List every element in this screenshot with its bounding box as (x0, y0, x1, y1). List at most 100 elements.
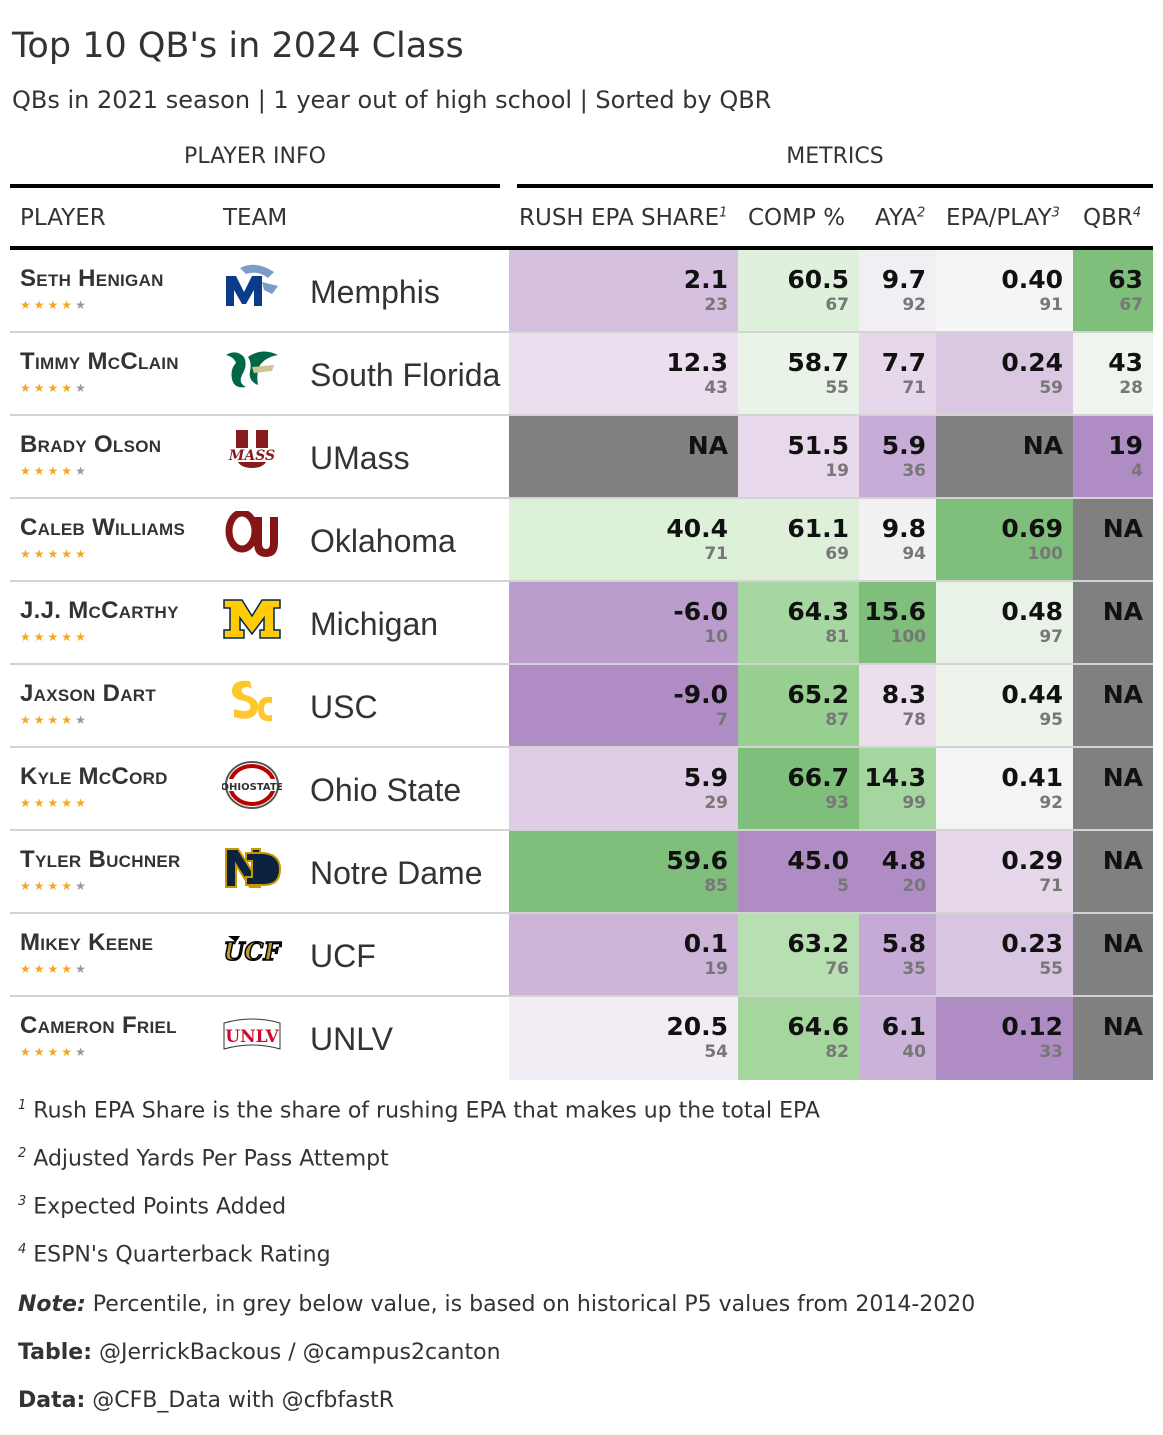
cell-comp: 64.6 82 (738, 997, 859, 1080)
svg-text:UCF: UCF (223, 937, 282, 966)
cell-value: 0.44 (1001, 680, 1063, 709)
footnote-1: 1 Rush EPA Share is the share of rushing… (18, 1098, 820, 1124)
spanner-player-info-rule (10, 184, 500, 188)
cell-epa: 0.29 71 (936, 831, 1073, 914)
star-icon: ★ (75, 547, 89, 561)
cell-percentile: 55 (1039, 959, 1063, 979)
star-icon: ★ (20, 1045, 34, 1059)
row-divider (10, 497, 1153, 499)
cell-value: 9.7 (881, 265, 926, 294)
star-icon: ★ (20, 796, 34, 810)
source-table: Table: @JerrickBackous / @campus2canton (18, 1340, 501, 1365)
cell-percentile: 36 (902, 461, 926, 481)
cell-percentile: 97 (1039, 627, 1063, 647)
star-icon: ★ (47, 796, 62, 810)
cell-percentile: 59 (1039, 378, 1063, 398)
star-icon: ★ (20, 464, 34, 478)
star-icon: ★ (33, 1045, 48, 1059)
table-row: Tyler Buchner ★★★★★ Notre Dame 59.6 85 45.0 5 4… (10, 831, 1153, 914)
cell-epa: 0.44 95 (936, 665, 1073, 748)
cell-qbr: NA (1073, 499, 1153, 582)
star-icon: ★ (75, 298, 89, 312)
star-icon: ★ (75, 630, 89, 644)
team-name: South Florida (310, 357, 501, 393)
star-icon: ★ (20, 962, 34, 976)
star-icon: ★ (33, 879, 48, 893)
cell-value: 12.3 (666, 348, 728, 377)
star-rating: ★★★★★ (20, 713, 89, 727)
cell-percentile: 5 (837, 876, 849, 896)
cell-value: 5.9 (881, 431, 926, 460)
star-icon: ★ (61, 464, 76, 478)
team-name: UCF (310, 938, 376, 974)
cell-comp: 63.2 76 (738, 914, 859, 997)
cell-comp: 51.5 19 (738, 416, 859, 499)
cell-percentile: 67 (1119, 295, 1143, 315)
cell-epa: NA (936, 416, 1073, 499)
cell-value: 6.1 (881, 1012, 926, 1041)
cell-percentile: 43 (704, 378, 728, 398)
cell-aya: 7.7 71 (859, 333, 936, 416)
cell-rush-epa: -9.0 7 (509, 665, 738, 748)
team-name: UNLV (310, 1021, 393, 1057)
cell-value: NA (1102, 1012, 1143, 1041)
cell-epa: 0.24 59 (936, 333, 1073, 416)
cell-percentile: 71 (1039, 876, 1063, 896)
cell-value: NA (687, 431, 728, 460)
row-divider (10, 995, 1153, 997)
cell-percentile: 40 (902, 1042, 926, 1062)
player-name: Jaxson Dart (20, 680, 157, 707)
cell-value: 60.5 (787, 265, 849, 294)
cell-value: 59.6 (666, 846, 728, 875)
footnote-4: 4 ESPN's Quarterback Rating (18, 1242, 331, 1268)
spanner-metrics: METRICS (786, 144, 884, 169)
cell-value: 5.9 (683, 763, 728, 792)
source-note: Note: Percentile, in grey below value, i… (18, 1292, 976, 1317)
star-icon: ★ (75, 796, 89, 810)
star-icon: ★ (33, 464, 48, 478)
star-icon: ★ (75, 1045, 89, 1059)
star-icon: ★ (20, 879, 34, 893)
cell-value: 0.41 (1001, 763, 1063, 792)
cell-epa: 0.12 33 (936, 997, 1073, 1080)
cell-percentile: 76 (825, 959, 849, 979)
star-icon: ★ (33, 298, 48, 312)
cell-percentile: 10 (704, 627, 728, 647)
col-header-epa: EPA/PLAY3 (946, 205, 1060, 231)
cell-value: 20.5 (666, 1012, 728, 1041)
cell-percentile: 99 (902, 793, 926, 813)
col-header-aya: AYA2 (875, 205, 926, 231)
star-rating: ★★★★★ (20, 796, 89, 810)
star-icon: ★ (47, 298, 62, 312)
footnote-2: 2 Adjusted Yards Per Pass Attempt (18, 1146, 389, 1172)
row-divider (10, 663, 1153, 665)
cell-comp: 61.1 69 (738, 499, 859, 582)
star-icon: ★ (61, 381, 76, 395)
cell-value: 8.3 (881, 680, 926, 709)
star-icon: ★ (61, 713, 76, 727)
cell-rush-epa: -6.0 10 (509, 582, 738, 665)
cell-value: 0.40 (1001, 265, 1063, 294)
cell-value: 45.0 (787, 846, 849, 875)
cell-comp: 58.7 55 (738, 333, 859, 416)
cell-value: 2.1 (683, 265, 728, 294)
cell-value: 40.4 (666, 514, 728, 543)
ohio-state-logo: OHIOSTATE (221, 760, 284, 810)
source-data: Data: @CFB_Data with @cfbfastR (18, 1388, 394, 1413)
cell-aya: 8.3 78 (859, 665, 936, 748)
team-name: USC (310, 689, 378, 725)
star-icon: ★ (75, 962, 89, 976)
row-divider (10, 580, 1153, 582)
star-icon: ★ (20, 298, 34, 312)
table-row: Caleb Williams ★★★★★ Oklahoma 40.4 71 61.1 69 9… (10, 499, 1153, 582)
memphis-logo (222, 262, 282, 312)
ucf-logo: UCF (222, 926, 283, 976)
star-icon: ★ (75, 879, 89, 893)
cell-value: -9.0 (673, 680, 728, 709)
cell-value: 64.6 (787, 1012, 849, 1041)
cell-value: 61.1 (787, 514, 849, 543)
cell-qbr: NA (1073, 914, 1153, 997)
cell-rush-epa: 0.1 19 (509, 914, 738, 997)
cell-percentile: 78 (902, 710, 926, 730)
usf-logo (222, 345, 282, 395)
